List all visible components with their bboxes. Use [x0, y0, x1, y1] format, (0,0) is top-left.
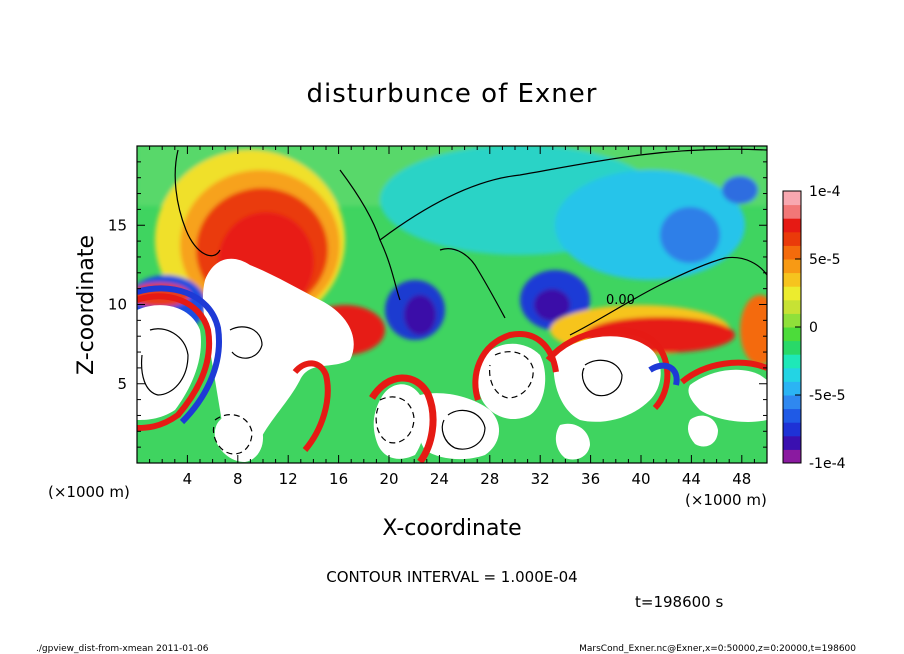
heatmap-field: 0.00 — [137, 146, 767, 463]
x-tick-label: 16 — [329, 470, 348, 488]
contour-interval-text: CONTOUR INTERVAL = 1.000E-04 — [326, 568, 577, 586]
colorbar-segment — [783, 231, 801, 246]
y-axis-label: Z-coordinate — [74, 235, 99, 375]
colorbar-tick-label: -1e-4 — [809, 456, 846, 472]
x-tick-label: 20 — [379, 470, 398, 488]
footer-right: MarsCond_Exner.nc@Exner,x=0:50000,z=0:20… — [579, 644, 856, 654]
x-axis-label: X-coordinate — [382, 516, 521, 541]
colorbar-segment — [783, 408, 801, 423]
colorbar-segment — [783, 449, 801, 464]
colorbar-segment — [783, 354, 801, 369]
colorbar-segment — [783, 313, 801, 328]
x-tick-label: 24 — [430, 470, 449, 488]
colorbar-segment — [783, 272, 801, 287]
footer-left: ./gpview_dist-from-xmean 2011-01-06 — [36, 644, 209, 654]
x-tick-label: 4 — [183, 470, 193, 488]
x-axis: 4 8 12 16 20 24 28 32 36 40 44 48 — [149, 146, 755, 488]
x-tick-label: 28 — [480, 470, 499, 488]
colorbar-segment — [783, 327, 801, 342]
time-text: t=198600 s — [635, 593, 723, 611]
x-tick-label: 12 — [279, 470, 298, 488]
y-axis: 5 10 15 — [108, 161, 767, 448]
contour-label: 0.00 — [606, 293, 635, 308]
x-tick-label: 8 — [233, 470, 243, 488]
colorbar: 1e-4 5e-5 0 -5e-5 -1e-4 — [782, 184, 846, 472]
colorbar-tick-label: 5e-5 — [809, 252, 840, 268]
x-tick-label: 48 — [732, 470, 751, 488]
colorbar-segment — [783, 191, 801, 206]
y-tick-label: 15 — [108, 216, 127, 234]
colorbar-segment — [783, 204, 801, 219]
colorbar-segment — [783, 218, 801, 233]
x-tick-label: 32 — [531, 470, 550, 488]
colorbar-segment — [783, 299, 801, 314]
colorbar-segment — [783, 259, 801, 274]
colorbar-segment — [783, 381, 801, 396]
x-tick-label: 40 — [631, 470, 650, 488]
x-unit-label-left: (×1000 m) — [48, 483, 130, 501]
svg-text:0.00: 0.00 — [606, 293, 635, 308]
x-tick-label: 36 — [581, 470, 600, 488]
colorbar-segment — [783, 286, 801, 301]
chart-title: disturbunce of Exner — [307, 79, 598, 109]
x-tick-label: 44 — [682, 470, 701, 488]
colorbar-tick-label: 0 — [809, 320, 818, 336]
colorbar-tick-label: 1e-4 — [809, 184, 841, 200]
colorbar-segment — [783, 422, 801, 437]
y-tick-label: 5 — [117, 375, 127, 393]
colorbar-segment — [783, 435, 801, 450]
colorbar-segment — [783, 340, 801, 355]
colorbar-segment — [783, 367, 801, 382]
x-unit-label-right: (×1000 m) — [685, 491, 767, 509]
colorbar-tick-label: -5e-5 — [809, 388, 846, 404]
y-tick-label: 10 — [108, 296, 127, 314]
colorbar-segment — [783, 245, 801, 260]
colorbar-segment — [783, 395, 801, 410]
